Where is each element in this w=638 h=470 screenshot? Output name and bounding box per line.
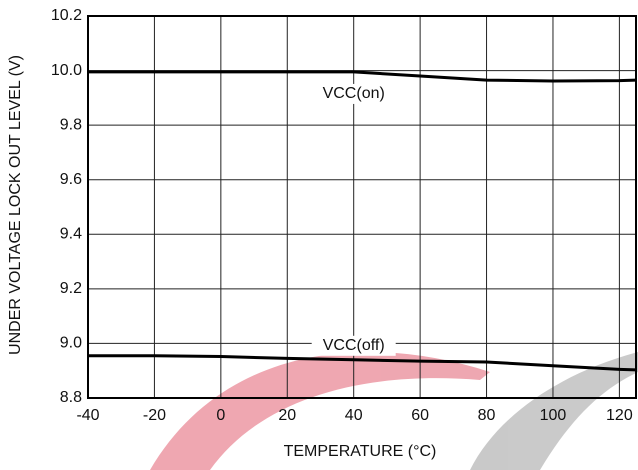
x-tick-label: 80 [478, 407, 496, 424]
y-axis-title: UNDER VOLTAGE LOCK OUT LEVEL (V) [7, 55, 24, 355]
x-tick-label: 40 [345, 407, 363, 424]
y-tick-label: 9.4 [60, 226, 82, 243]
x-tick-label: 100 [540, 407, 567, 424]
y-tick-label: 9.2 [60, 280, 82, 297]
y-tick-label: 10.2 [51, 7, 82, 24]
x-tick-label: 60 [411, 407, 429, 424]
x-tick-label: 120 [606, 407, 633, 424]
series-label: VCC(on) [323, 85, 385, 102]
watermark [150, 351, 638, 470]
x-tick-label: 0 [216, 407, 225, 424]
series-line [88, 354, 637, 372]
plot-frame [87, 15, 637, 399]
y-tick-label: 10.0 [51, 62, 82, 79]
x-tick-label: -20 [143, 407, 166, 424]
label-bg [311, 83, 396, 104]
series-line [88, 70, 637, 83]
series-label: VCC(off) [323, 337, 385, 354]
x-tick-label: 20 [278, 407, 296, 424]
y-tick-label: 9.0 [60, 335, 82, 352]
x-tick-label: -40 [76, 407, 99, 424]
y-tick-label: 9.6 [60, 171, 82, 188]
label-bg [311, 335, 396, 356]
y-tick-label: 9.8 [60, 116, 82, 133]
y-tick-label: 8.8 [60, 389, 82, 406]
x-axis-title: TEMPERATURE (°C) [284, 443, 437, 460]
